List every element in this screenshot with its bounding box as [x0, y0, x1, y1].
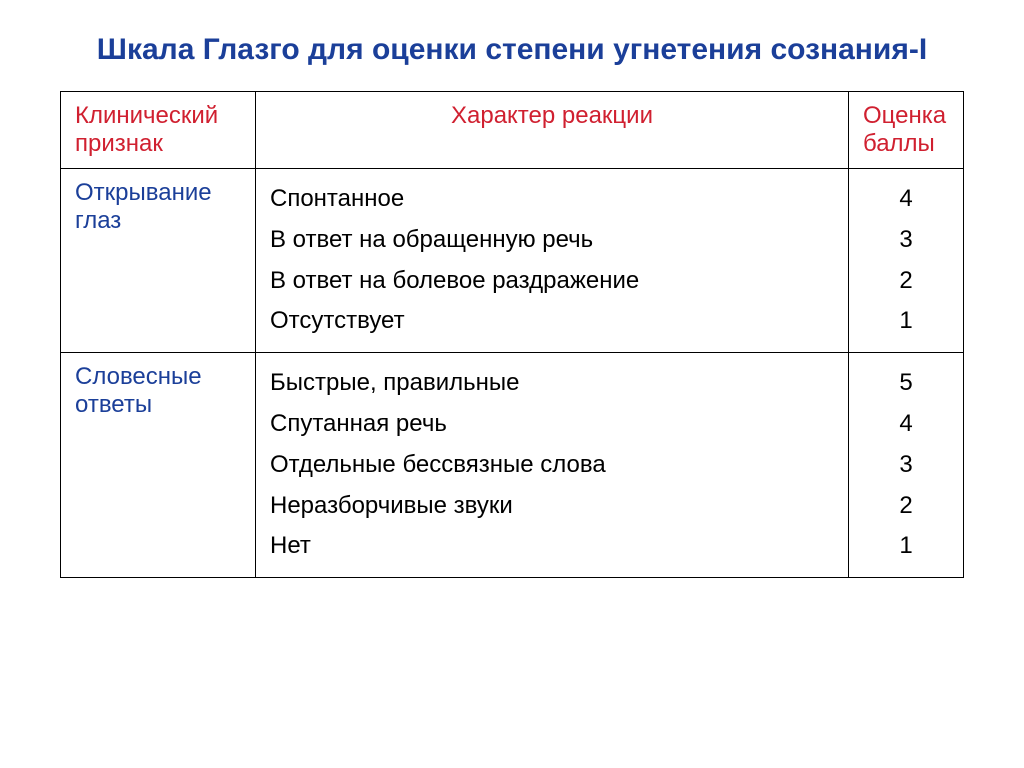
score-line: 3	[863, 445, 949, 486]
score-line: 4	[863, 404, 949, 445]
reaction-line: Неразборчивые звуки	[270, 486, 834, 527]
header-reaction: Характер реакции	[256, 92, 849, 169]
cell-score: 4 3 2 1	[849, 169, 964, 353]
score-line: 5	[863, 363, 949, 404]
score-line: 1	[863, 526, 949, 567]
score-line: 1	[863, 301, 949, 342]
reaction-line: В ответ на обращенную речь	[270, 220, 834, 261]
reaction-line: Нет	[270, 526, 834, 567]
score-line: 2	[863, 261, 949, 302]
header-score: Оценка баллы	[849, 92, 964, 169]
cell-sign: Словесные ответы	[61, 353, 256, 578]
table-row: Открывание глаз Спонтанное В ответ на об…	[61, 169, 964, 353]
table-header-row: Клинический признак Характер реакции Оце…	[61, 92, 964, 169]
reaction-line: Отдельные бессвязные слова	[270, 445, 834, 486]
cell-sign: Открывание глаз	[61, 169, 256, 353]
header-sign: Клинический признак	[61, 92, 256, 169]
reaction-line: В ответ на болевое раздражение	[270, 261, 834, 302]
reaction-line: Спонтанное	[270, 179, 834, 220]
page-title: Шкала Глазго для оценки степени угнетени…	[60, 30, 964, 69]
glasgow-scale-table: Клинический признак Характер реакции Оце…	[60, 91, 964, 578]
reaction-line: Спутанная речь	[270, 404, 834, 445]
table-row: Словесные ответы Быстрые, правильные Спу…	[61, 353, 964, 578]
cell-reaction: Быстрые, правильные Спутанная речь Отдел…	[256, 353, 849, 578]
cell-reaction: Спонтанное В ответ на обращенную речь В …	[256, 169, 849, 353]
reaction-line: Отсутствует	[270, 301, 834, 342]
score-line: 4	[863, 179, 949, 220]
cell-score: 5 4 3 2 1	[849, 353, 964, 578]
score-line: 2	[863, 486, 949, 527]
reaction-line: Быстрые, правильные	[270, 363, 834, 404]
score-line: 3	[863, 220, 949, 261]
